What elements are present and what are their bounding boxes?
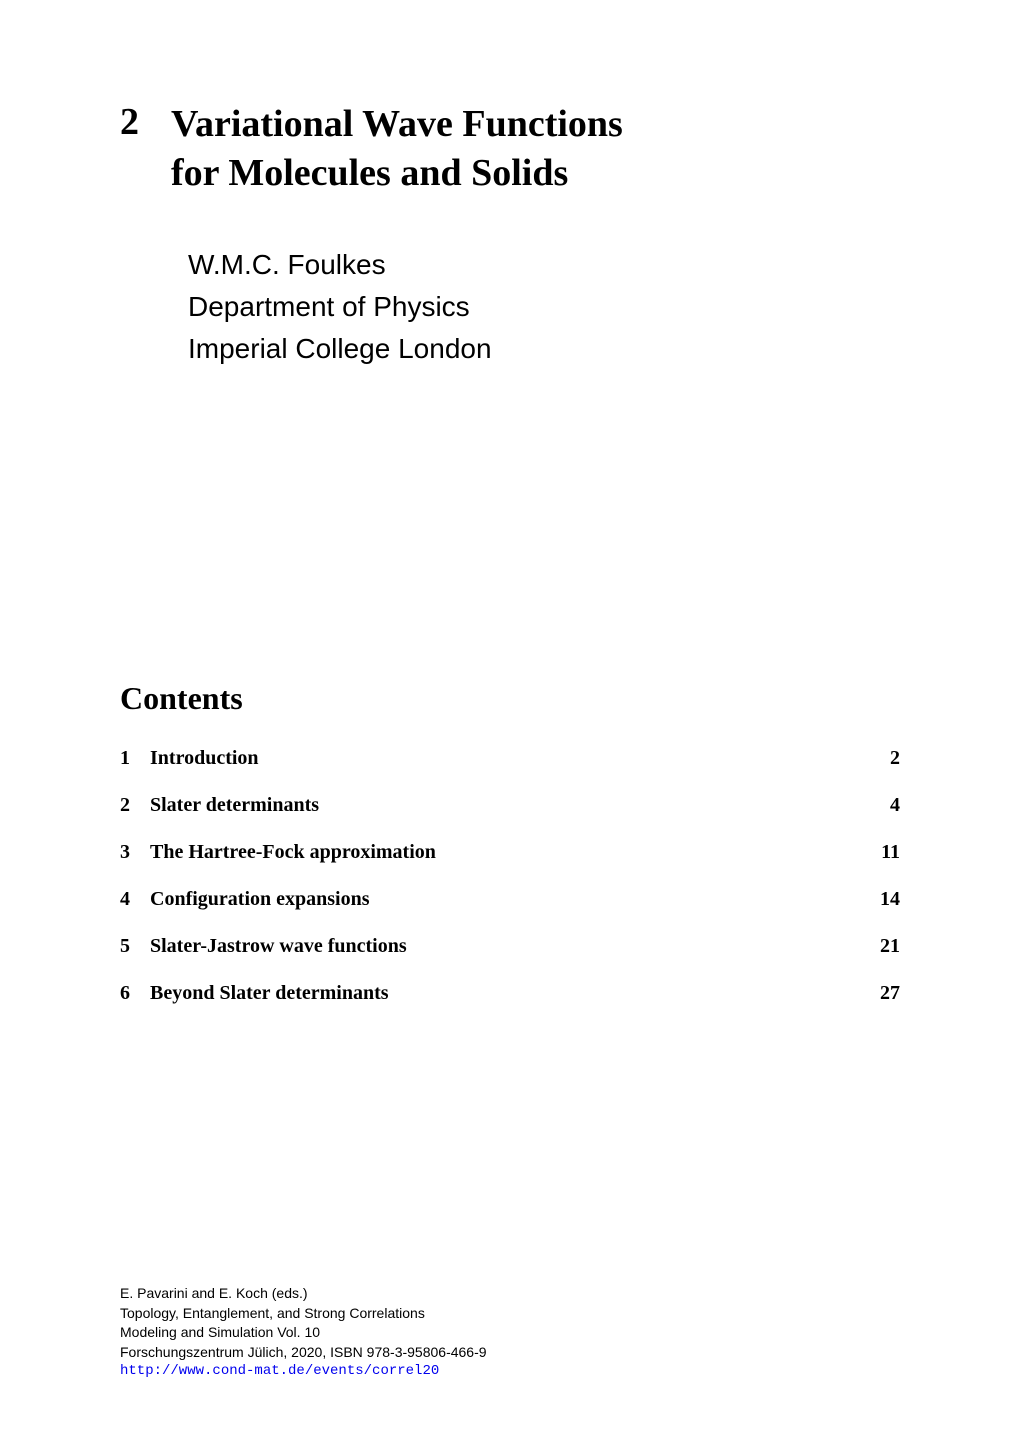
toc-entry-number: 2 — [120, 794, 150, 817]
toc-row: 5 Slater-Jastrow wave functions 21 — [120, 935, 900, 958]
chapter-number: 2 — [120, 100, 139, 144]
toc-row: 1 Introduction 2 — [120, 747, 900, 770]
chapter-title-block: 2 Variational Wave Functions for Molecul… — [120, 100, 900, 199]
author-block: W.M.C. Foulkes Department of Physics Imp… — [188, 244, 900, 370]
table-of-contents: 1 Introduction 2 2 Slater determinants 4… — [120, 747, 900, 1005]
toc-row: 4 Configuration expansions 14 — [120, 888, 900, 911]
toc-entry-page: 4 — [890, 794, 900, 817]
toc-entry-label: Beyond Slater determinants — [150, 982, 880, 1005]
toc-entry-number: 4 — [120, 888, 150, 911]
toc-row: 2 Slater determinants 4 — [120, 794, 900, 817]
author-affil-2: Imperial College London — [188, 328, 900, 370]
toc-entry-label: Introduction — [150, 747, 890, 770]
toc-entry-label: The Hartree-Fock approximation — [150, 841, 881, 864]
author-affil-1: Department of Physics — [188, 286, 900, 328]
footer-series: Modeling and Simulation Vol. 10 — [120, 1323, 487, 1343]
contents-heading: Contents — [120, 680, 900, 717]
chapter-title-line2: for Molecules and Solids — [171, 152, 568, 194]
toc-entry-number: 6 — [120, 982, 150, 1005]
toc-entry-label: Slater determinants — [150, 794, 890, 817]
toc-entry-page: 21 — [880, 935, 900, 958]
toc-entry-page: 2 — [890, 747, 900, 770]
footer-editors: E. Pavarini and E. Koch (eds.) — [120, 1284, 487, 1304]
author-name: W.M.C. Foulkes — [188, 244, 900, 286]
toc-entry-page: 27 — [880, 982, 900, 1005]
toc-entry-number: 5 — [120, 935, 150, 958]
toc-entry-page: 11 — [881, 841, 900, 864]
footer-block: E. Pavarini and E. Koch (eds.) Topology,… — [120, 1284, 487, 1382]
toc-entry-label: Configuration expansions — [150, 888, 880, 911]
toc-entry-label: Slater-Jastrow wave functions — [150, 935, 880, 958]
chapter-title: Variational Wave Functions for Molecules… — [171, 100, 623, 199]
toc-row: 3 The Hartree-Fock approximation 11 — [120, 841, 900, 864]
footer-title: Topology, Entanglement, and Strong Corre… — [120, 1304, 487, 1324]
chapter-title-line1: Variational Wave Functions — [171, 103, 623, 145]
footer-link[interactable]: http://www.cond-mat.de/events/correl20 — [120, 1362, 487, 1382]
toc-entry-number: 3 — [120, 841, 150, 864]
toc-row: 6 Beyond Slater determinants 27 — [120, 982, 900, 1005]
toc-entry-number: 1 — [120, 747, 150, 770]
toc-entry-page: 14 — [880, 888, 900, 911]
footer-publisher: Forschungszentrum Jülich, 2020, ISBN 978… — [120, 1343, 487, 1363]
